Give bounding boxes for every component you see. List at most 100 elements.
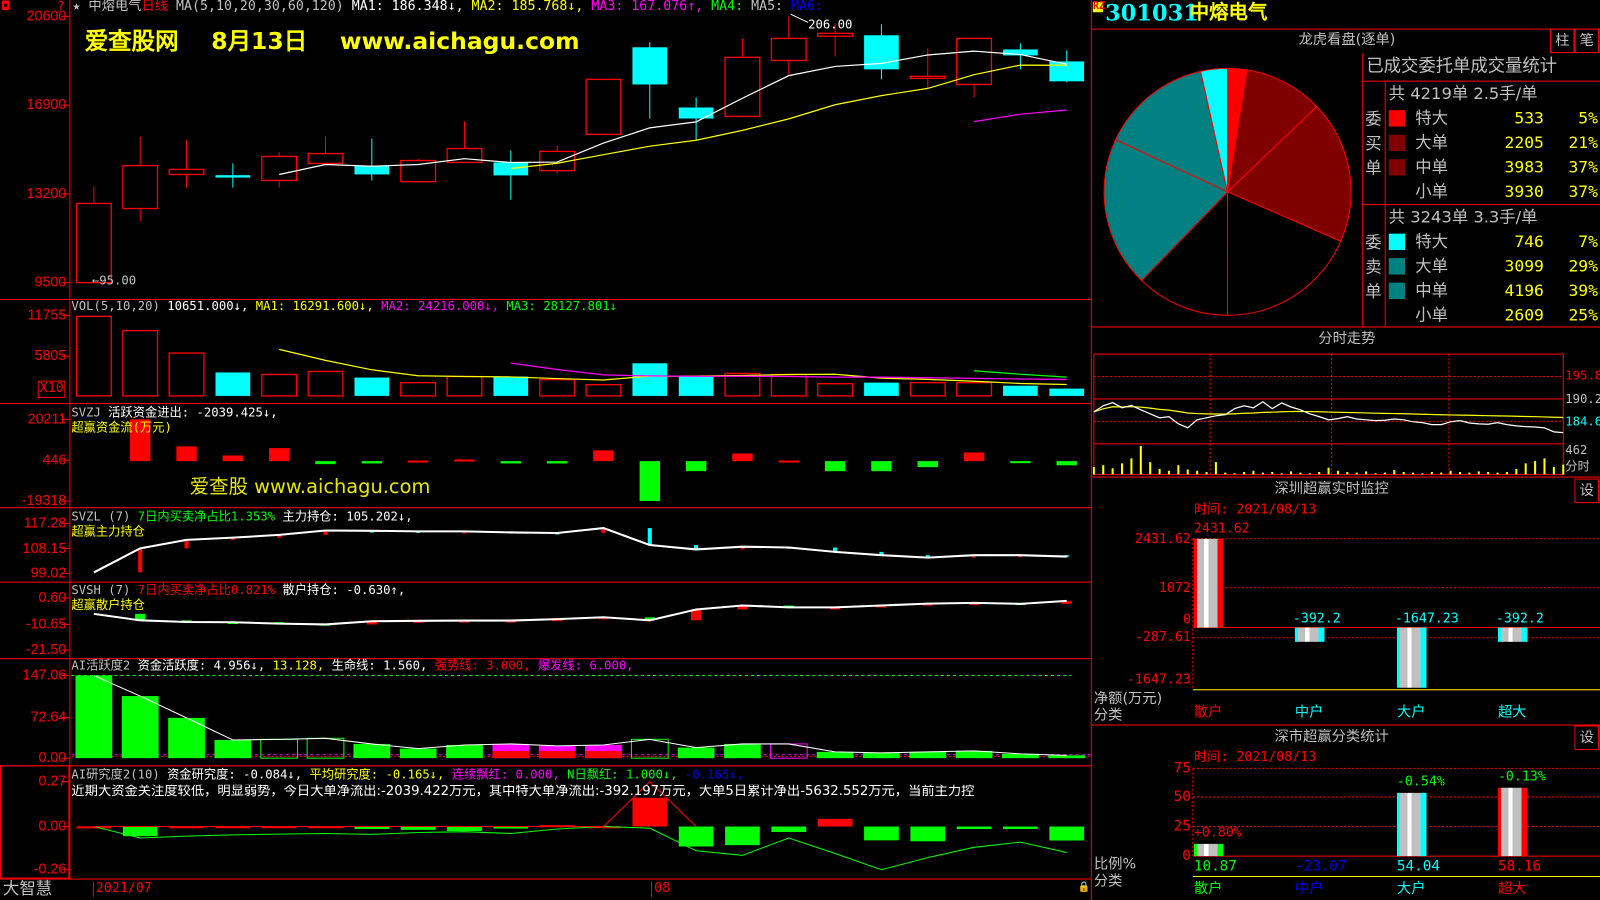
intraday-volume-bar — [1374, 473, 1377, 475]
legend-swatch — [1388, 282, 1406, 299]
period-label[interactable]: 日线 — [141, 0, 169, 15]
ai-research-bar — [308, 826, 343, 829]
intraday-volume-bar — [1496, 472, 1499, 475]
svzl-change-bar — [138, 548, 143, 573]
svzl-change-bar — [601, 528, 606, 533]
ai-active-bar — [75, 675, 113, 759]
intraday-volume-bar — [1346, 472, 1349, 475]
svzj-bar — [500, 461, 522, 464]
divider — [1362, 80, 1600, 82]
favorite-star-icon[interactable]: ★ — [72, 0, 81, 15]
svzj-bar — [268, 448, 290, 462]
intraday-volume-bar — [1543, 458, 1546, 475]
candle-body — [817, 32, 854, 37]
sz-monitor-ytick: 1072 — [1158, 580, 1191, 596]
order-type-label: 特大 — [1415, 108, 1448, 128]
volume-bar — [261, 373, 298, 397]
candle-body — [215, 175, 251, 178]
intraday-volume-bar — [1355, 472, 1358, 475]
sz-class-change-label: -0.54% — [1396, 774, 1445, 790]
left-charts[interactable] — [0, 0, 1092, 880]
intraday-volume-bar — [1177, 465, 1180, 475]
intraday-volume-bar — [1205, 472, 1208, 475]
candle-body — [122, 164, 159, 210]
volume-bar — [75, 315, 112, 397]
sz-monitor-bar — [1396, 627, 1427, 688]
volume-bar — [585, 384, 622, 397]
order-summary: 共 3243单 3.3手/单 — [1388, 207, 1538, 227]
intraday-frame — [1093, 353, 1564, 475]
lock-icon[interactable]: 🔒 — [1077, 881, 1091, 893]
volume-ma3: MA3: 28127.801↓ — [506, 298, 618, 314]
svzj-bar — [1010, 461, 1031, 464]
y-tick-label: 20211 — [27, 410, 67, 427]
svzl-label: SVZL (7) — [71, 509, 131, 524]
intraday-volume-bar — [1158, 468, 1161, 475]
svsh-header: SVSH (7) 7日内买卖净占比0.821% 散户持仓: -0.630↑, — [71, 583, 405, 597]
y-tick-label: 9500 — [34, 273, 67, 290]
candle-body — [909, 75, 946, 80]
ai-research-red-streak: 连续飘红: 0.000, — [451, 767, 560, 782]
order-volume: 3099 — [1504, 256, 1544, 276]
intraday-volume-bar — [1515, 468, 1518, 475]
sz-class-settings-button[interactable]: 设 — [1574, 725, 1599, 750]
pie-slice — [1227, 67, 1248, 192]
svsh-change-bar — [135, 613, 146, 621]
svsh-change-bar — [1061, 600, 1072, 604]
candle-body — [724, 56, 761, 118]
ai-research-bar — [632, 797, 668, 827]
y-tick-label: 13200 — [26, 184, 67, 202]
divider — [0, 403, 1091, 405]
intraday-volume-bar — [1449, 470, 1452, 475]
volume-bar — [400, 381, 437, 397]
order-percent: 5% — [1578, 108, 1598, 128]
pie-slice — [1199, 67, 1229, 192]
svzj-bar — [963, 452, 985, 462]
ai-research-header: AI研究度2(10) 资金研究度: -0.084↓, 平均研究度: -0.165… — [71, 767, 744, 781]
volume-header: VOL(5,10,20) 10651.000↓, MA1: 16291.600↓… — [71, 298, 618, 314]
volume-ma3-line — [974, 370, 1067, 378]
candle-body — [585, 78, 622, 136]
intraday-volume-bar — [1383, 472, 1386, 475]
ai-active-bar — [214, 740, 252, 759]
intraday-volume-bar — [1468, 472, 1471, 475]
sz-monitor-bar — [1497, 627, 1528, 642]
low-price-annotation: ←95.00 — [91, 273, 137, 288]
window-menu-icon[interactable]: ◘ — [2, 0, 10, 14]
intraday-volume-bar — [1139, 445, 1142, 475]
volume-bar — [539, 378, 576, 397]
tick-view-button[interactable]: 笔 — [1574, 28, 1599, 54]
ai-research-bar — [771, 826, 807, 833]
sz-monitor-value-label: -392.2 — [1292, 611, 1341, 627]
svzl-subtitle: 超赢主力持仓 — [71, 524, 145, 539]
volume-bar — [770, 373, 807, 397]
order-type-label: 特大 — [1415, 231, 1448, 252]
ma2-value: MA2: 185.768↓, — [471, 0, 584, 15]
ai-research-bar — [493, 826, 529, 829]
volume-ma2-line — [510, 362, 1067, 380]
svsh-change-bar — [691, 609, 702, 621]
intraday-price-label: 195.8 — [1565, 368, 1600, 383]
intraday-volume-bar — [1440, 472, 1443, 475]
svzl-change-bar — [833, 547, 838, 552]
candle-body — [307, 152, 344, 165]
intraday-volume-bar — [1477, 471, 1480, 475]
help-icon[interactable]: ? — [57, 0, 65, 14]
order-volume: 746 — [1514, 231, 1544, 252]
svzl-ratio: 7日内买卖净占比1.353% — [137, 509, 276, 524]
legend-swatch — [1388, 258, 1406, 275]
ai-active-header: AI活跃度2 资金活跃度: 4.956↓, 13.128, 生命线: 1.560… — [71, 658, 633, 673]
order-volume: 2609 — [1504, 305, 1544, 325]
ai-active-bar — [863, 752, 900, 759]
intraday-volume-bar — [1167, 470, 1170, 475]
divider — [1091, 476, 1600, 478]
ai-active-bar — [353, 743, 391, 759]
sz-monitor-settings-button[interactable]: 设 — [1574, 478, 1599, 504]
svzj-bar — [639, 461, 660, 502]
candle-body — [354, 165, 390, 175]
volume-bar — [215, 372, 251, 396]
intraday-volume-bar — [1261, 472, 1264, 475]
bar-view-button[interactable]: 柱 — [1549, 28, 1575, 54]
volume-bar — [724, 372, 761, 397]
